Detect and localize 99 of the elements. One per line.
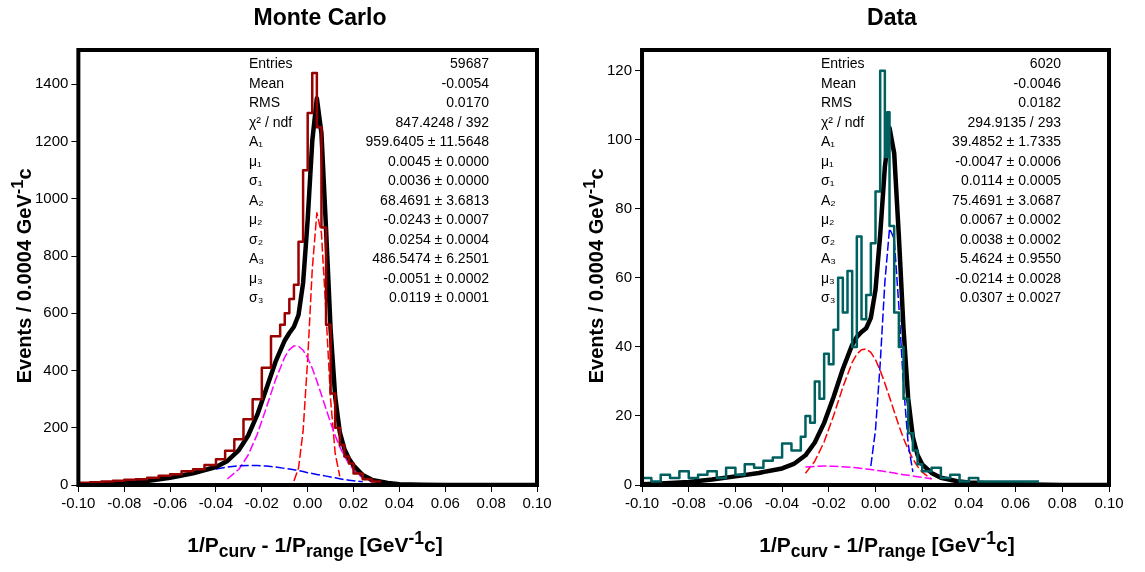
annotation: Mean (249, 73, 286, 93)
x-tick-label: 0.10 (1094, 494, 1124, 512)
x-tick-label: -0.02 (811, 494, 846, 512)
line-series (215, 464, 364, 483)
line-series (293, 212, 341, 482)
y-tick-label: 120 (607, 60, 633, 78)
x-tick-label: -0.02 (244, 494, 279, 512)
annotation: 75.4691 ± 3.0687 (951, 190, 1061, 210)
x-tick-label: 0.00 (860, 494, 891, 512)
y-tick-label: 80 (615, 198, 633, 216)
y-tick-label: 400 (43, 360, 69, 378)
x-tick-label: -0.04 (198, 494, 234, 512)
line-series (226, 345, 373, 483)
annotation: RMS (821, 93, 854, 112)
annotation: 68.4691 ± 3.6813 (379, 190, 489, 210)
x-tick-label: 0.00 (293, 494, 323, 512)
annotation: χ² / ndf (249, 112, 294, 132)
annotation: χ² / ndf (821, 112, 866, 132)
annotation: σ₃ (821, 288, 837, 307)
annotation: σ₂ (249, 229, 265, 249)
annotation: μ₃ (249, 268, 264, 288)
annotation: 959.6405 ± 11.5648 (364, 132, 489, 151)
annotation: 486.5474 ± 6.2501 (371, 249, 489, 268)
x-tick-label: -0.10 (61, 494, 96, 512)
annotation: 0.0119 ± 0.0001 (387, 288, 489, 307)
x-tick-label: 0.02 (907, 494, 937, 512)
y-tick-label: 1000 (34, 188, 69, 206)
x-tick-label: -0.04 (765, 494, 800, 512)
y-tick-label: 0 (623, 475, 633, 493)
annotation: A₁ (249, 132, 265, 151)
annotation: σ₂ (821, 229, 837, 249)
annotation: Entries (249, 54, 294, 73)
line-series (870, 227, 914, 473)
annotation: -0.0054 (440, 73, 489, 93)
annotation: -0.0047 ± 0.0006 (954, 151, 1061, 171)
y-tick-label: 60 (615, 268, 633, 285)
line-series (804, 465, 933, 480)
annotation: μ₂ (821, 210, 836, 229)
y-tick-label: 600 (43, 303, 69, 321)
annotation: A₂ (249, 190, 265, 210)
annotation: Entries (821, 54, 866, 73)
annotation: 0.0170 (445, 93, 489, 112)
annotation: -0.0051 ± 0.0002 (382, 268, 489, 288)
annotation: μ₂ (249, 210, 264, 229)
annotation: A₂ (821, 190, 837, 210)
x-tick-label: -0.08 (107, 494, 142, 512)
x-tick-label: 0.06 (1001, 494, 1031, 512)
annotation: -0.0214 ± 0.0028 (954, 268, 1061, 288)
x-tick-label: 0.08 (1047, 494, 1077, 512)
annotation: 0.0182 (1017, 93, 1061, 112)
annotation: 294.9135 / 293 (966, 112, 1061, 132)
annotation: σ₁ (249, 171, 264, 190)
annotation: Mean (821, 73, 858, 93)
x-tick-label: -0.08 (671, 494, 706, 512)
annotation: σ₁ (821, 171, 836, 190)
annotation: 0.0067 ± 0.0002 (958, 210, 1061, 229)
y-tick-label: 1200 (34, 131, 69, 149)
line-series (804, 348, 933, 480)
annotation: μ₃ (821, 268, 836, 288)
annotation: 39.4852 ± 1.7335 (951, 132, 1061, 151)
annotation: 0.0036 ± 0.0000 (386, 171, 489, 190)
x-tick-label: 0.02 (338, 494, 369, 512)
x-tick-label: -0.10 (624, 494, 660, 512)
annotation: 847.4248 / 392 (394, 112, 489, 132)
annotation: 59687 (449, 54, 489, 73)
y-tick-label: 1400 (34, 74, 69, 92)
x-tick-label: -0.06 (152, 494, 188, 512)
y-tick-label: 0 (60, 475, 69, 493)
x-axis-title: 1/P$_{curv}$ - 1/P$_{range}$ [GeV$^{-1}$c] (758, 528, 1016, 563)
y-tick-label: 800 (43, 246, 69, 264)
annotation: σ₃ (249, 288, 265, 307)
annotation: A₃ (821, 249, 838, 268)
chart-title: Data (866, 4, 918, 31)
annotation: -0.0243 ± 0.0007 (382, 210, 489, 229)
x-tick-label: 0.06 (430, 494, 460, 512)
annotation: 0.0114 ± 0.0005 (959, 171, 1061, 190)
y-tick-label: 200 (43, 417, 69, 435)
chart-title: Monte Carlo (252, 4, 388, 31)
y-tick-label: 100 (607, 129, 633, 147)
annotation: 0.0307 ± 0.0027 (958, 288, 1061, 307)
x-axis-title: 1/P$_{curv}$ - 1/P$_{range}$ [GeV$^{-1}$c] (186, 528, 444, 563)
annotation: 6020 (1028, 54, 1061, 73)
x-tick-label: 0.04 (954, 494, 984, 512)
x-tick-label: 0.10 (522, 494, 552, 512)
y-tick-label: 20 (615, 406, 633, 424)
annotation: μ₁ (249, 151, 263, 171)
annotation: 0.0254 ± 0.0004 (386, 229, 489, 249)
x-tick-label: -0.06 (718, 494, 753, 512)
y-tick-label: 40 (615, 337, 633, 355)
x-tick-label: 0.08 (476, 494, 506, 512)
annotation: A₃ (249, 249, 266, 268)
annotation: -0.0046 (1012, 73, 1061, 93)
annotation: 0.0038 ± 0.0002 (958, 229, 1061, 249)
annotation: 0.0045 ± 0.0000 (386, 151, 489, 171)
x-tick-label: 0.04 (384, 494, 415, 512)
annotation: 5.4624 ± 0.9550 (958, 249, 1061, 268)
annotation: A₁ (821, 132, 837, 151)
annotation: RMS (249, 93, 282, 112)
annotation: μ₁ (821, 151, 835, 171)
